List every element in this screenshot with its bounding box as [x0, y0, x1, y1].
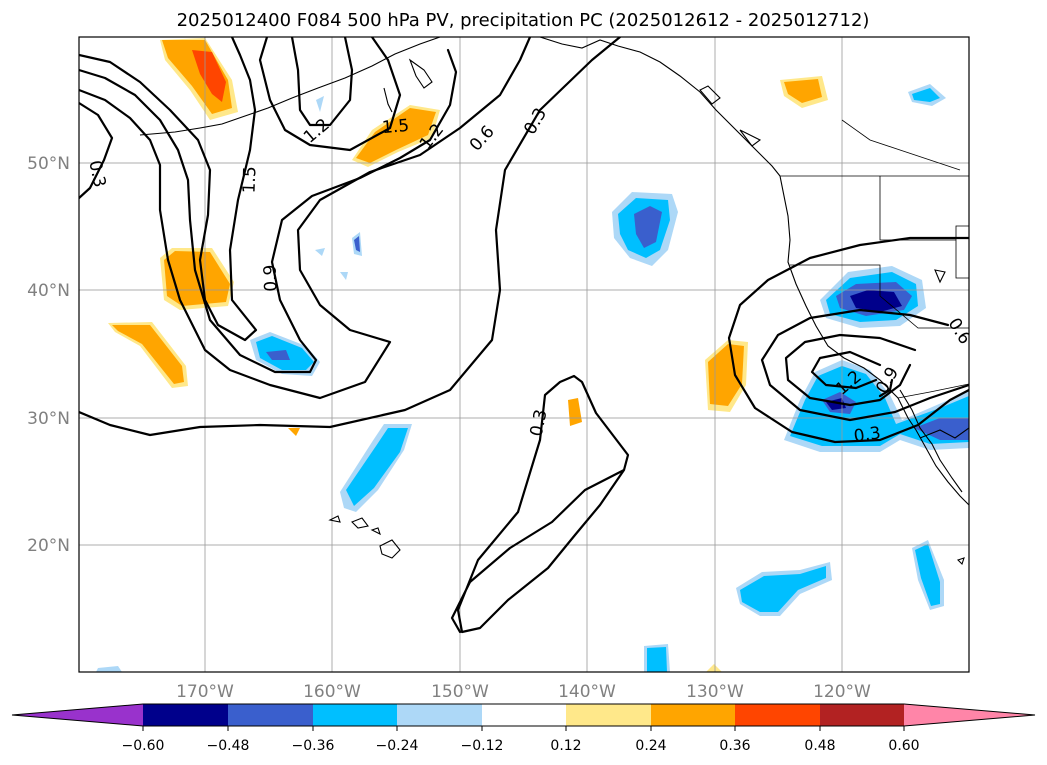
lat-label: 50°N: [27, 154, 70, 174]
map-frame: [78, 36, 970, 673]
colorbar-tick-label: −0.36: [292, 738, 335, 754]
latitude-labels: 50°N 40°N 30°N 20°N: [27, 154, 70, 556]
colorbar-tick-label: 0.24: [635, 738, 666, 754]
colorbar-segment: [313, 704, 397, 726]
pv-contours: [79, 37, 969, 634]
colorbar-tick-label: 0.36: [719, 738, 750, 754]
colorbar: −0.60 −0.48 −0.36 −0.24 −0.12 0.12 0.24 …: [11, 703, 1036, 754]
colorbar-tick-label: 0.60: [888, 738, 919, 754]
lon-label: 160°W: [303, 682, 361, 702]
colorbar-segment: [651, 704, 735, 726]
contour-labels: 0.3 1.5 1.2 1.5 1.2 0.6 0.3 0.9 0.3 0.6 …: [84, 105, 969, 447]
colorbar-tick-label: 0.48: [804, 738, 835, 754]
colorbar-extend-high: [904, 704, 1035, 726]
lon-label: 170°W: [176, 682, 234, 702]
lon-label: 130°W: [686, 682, 744, 702]
colorbar-extend-low: [12, 704, 143, 726]
lon-label: 120°W: [813, 682, 871, 702]
figure-title: 2025012400 F084 500 hPa PV, precipitatio…: [177, 10, 870, 31]
colorbar-tick-label: −0.12: [461, 738, 504, 754]
lon-label: 140°W: [558, 682, 616, 702]
colorbar-tick-label: 0.12: [550, 738, 581, 754]
longitude-labels: 170°W 160°W 150°W 140°W 130°W 120°W: [176, 682, 871, 702]
colorbar-segment: [820, 704, 904, 726]
colorbar-segment: [735, 704, 820, 726]
coastlines: [139, 37, 969, 566]
political-borders: [780, 119, 969, 399]
lat-label: 20°N: [27, 536, 70, 556]
graticule: [79, 37, 969, 672]
colorbar-tick-label: −0.48: [207, 738, 250, 754]
contour-label: 0.9: [261, 264, 282, 292]
colorbar-tick-label: −0.24: [376, 738, 419, 754]
colorbar-segment: [228, 704, 313, 726]
colorbar-segment: [566, 704, 651, 726]
contour-label: 1.5: [240, 166, 261, 194]
contour-label: 0.3: [853, 423, 883, 447]
colorbar-tick-label: −0.60: [122, 738, 165, 754]
map-area: 0.3 1.5 1.2 1.5 1.2 0.6 0.3 0.9 0.3 0.6 …: [79, 37, 969, 672]
colorbar-segment: [397, 704, 482, 726]
lon-label: 150°W: [431, 682, 489, 702]
lat-label: 30°N: [27, 409, 70, 429]
colorbar-segment: [143, 704, 228, 726]
colorbar-segment: [482, 704, 566, 726]
colorbar-ticks: [142, 726, 905, 731]
lat-label: 40°N: [27, 281, 70, 301]
contour-label: 1.5: [381, 116, 410, 138]
